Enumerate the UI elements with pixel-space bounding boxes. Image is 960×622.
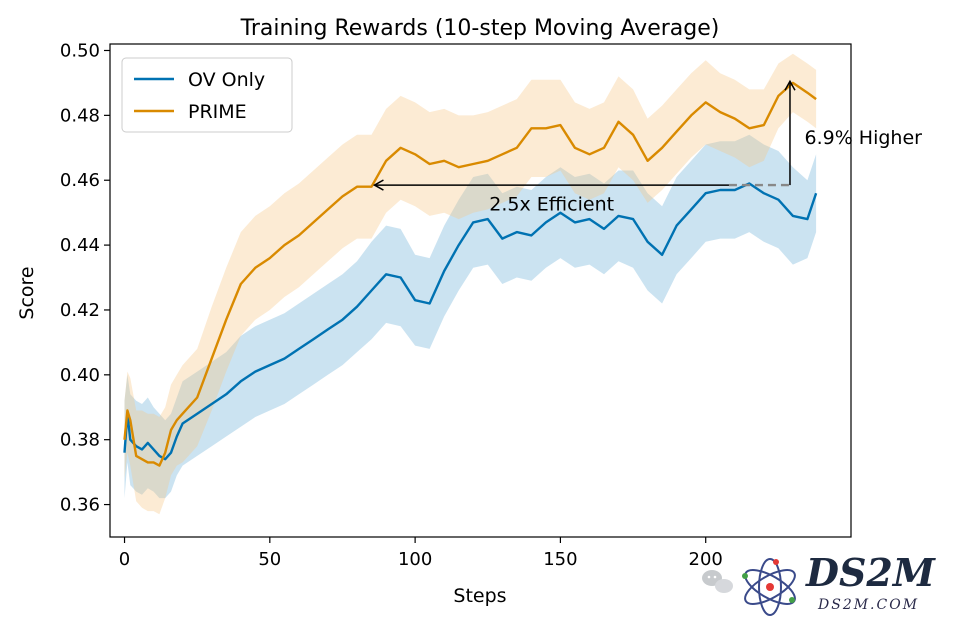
annotations: 2.5x Efficient 6.9% Higher <box>372 79 923 216</box>
x-tick-label-50: 50 <box>258 549 281 570</box>
annotation-arrowhead-efficiency <box>372 179 384 191</box>
line-prime <box>123 81 817 467</box>
band-ov-only <box>124 134 817 499</box>
watermark-domain: DS2M.COM <box>817 597 919 613</box>
y-axis-ticks: 0.36 0.38 0.40 0.42 0.44 0.46 0.48 0.50 <box>60 40 110 516</box>
y-tick-label-0.42: 0.42 <box>60 300 100 321</box>
y-tick-label-0.46: 0.46 <box>60 170 100 191</box>
y-tick-label-0.36: 0.36 <box>60 495 100 516</box>
chat-bubble-icon <box>702 570 733 593</box>
series-lines <box>123 81 818 467</box>
x-tick-label-100: 100 <box>398 549 432 570</box>
x-tick-label-150: 150 <box>543 549 577 570</box>
watermark-brand: DS2M <box>805 550 936 595</box>
x-tick-label-200: 200 <box>689 549 723 570</box>
y-tick-label-0.44: 0.44 <box>60 235 100 256</box>
plot-frame <box>109 43 852 538</box>
ds2m-watermark: DS2M DS2M.COM <box>702 550 936 616</box>
line-ov-only <box>123 182 818 461</box>
legend-box <box>121 57 293 133</box>
x-axis-label: Steps <box>453 585 506 607</box>
x-axis-ticks: 0 50 100 150 200 <box>119 537 723 570</box>
chart-title: Training Rewards (10-step Moving Average… <box>240 16 720 41</box>
annotation-text-efficiency: 2.5x Efficient <box>489 194 614 216</box>
y-axis-label: Score <box>16 266 38 319</box>
legend-label-ov-only: OV Only <box>188 69 265 91</box>
y-tick-label-0.40: 0.40 <box>60 365 100 386</box>
confidence-bands <box>124 53 817 515</box>
y-tick-label-0.38: 0.38 <box>60 430 100 451</box>
atom-logo-icon <box>742 558 796 616</box>
legend: OV Only PRIME <box>121 57 293 133</box>
y-tick-label-0.50: 0.50 <box>60 40 100 61</box>
annotation-arrowhead-higher <box>784 79 796 91</box>
y-tick-label-0.48: 0.48 <box>60 105 100 126</box>
x-tick-label-0: 0 <box>119 549 130 570</box>
legend-label-prime: PRIME <box>188 101 247 123</box>
band-prime <box>124 53 817 515</box>
annotation-text-higher: 6.9% Higher <box>805 127 923 149</box>
